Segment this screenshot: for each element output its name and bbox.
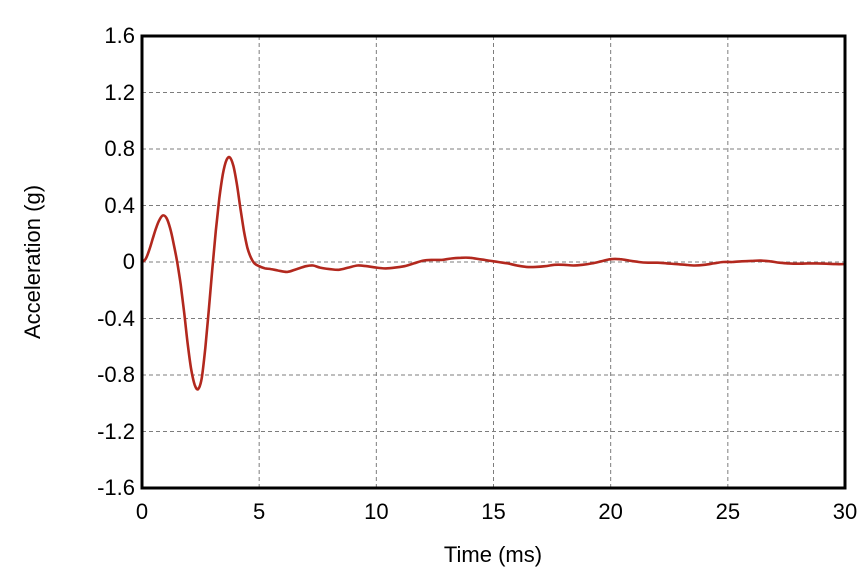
plot-frame [140,34,847,490]
x-tick-label: 5 [253,499,266,524]
y-tick-label: 0 [122,249,135,274]
x-tick-label: 20 [598,499,623,524]
y-tick-label: 0.8 [104,136,135,161]
x-tick-label: 10 [364,499,389,524]
y-tick-label: -0.8 [97,362,135,387]
x-tick-label: 0 [135,499,149,524]
y-tick-label: -1.6 [97,475,135,500]
y-tick-label: -1.2 [97,418,135,444]
x-axis-title: Time (ms) [443,542,543,567]
x-tick-label: 30 [832,499,858,524]
data-line-acceleration [140,155,847,391]
y-tick-label: -0.4 [97,305,135,331]
x-tick-label: 25 [715,499,741,524]
x-tick-label: 15 [481,499,506,524]
y-tick-label: 1.2 [104,79,135,105]
y-axis-title: Acceleration (g) [20,184,45,340]
y-tick-label: 1.6 [104,23,135,48]
y-tick-label: 0.4 [104,192,135,218]
